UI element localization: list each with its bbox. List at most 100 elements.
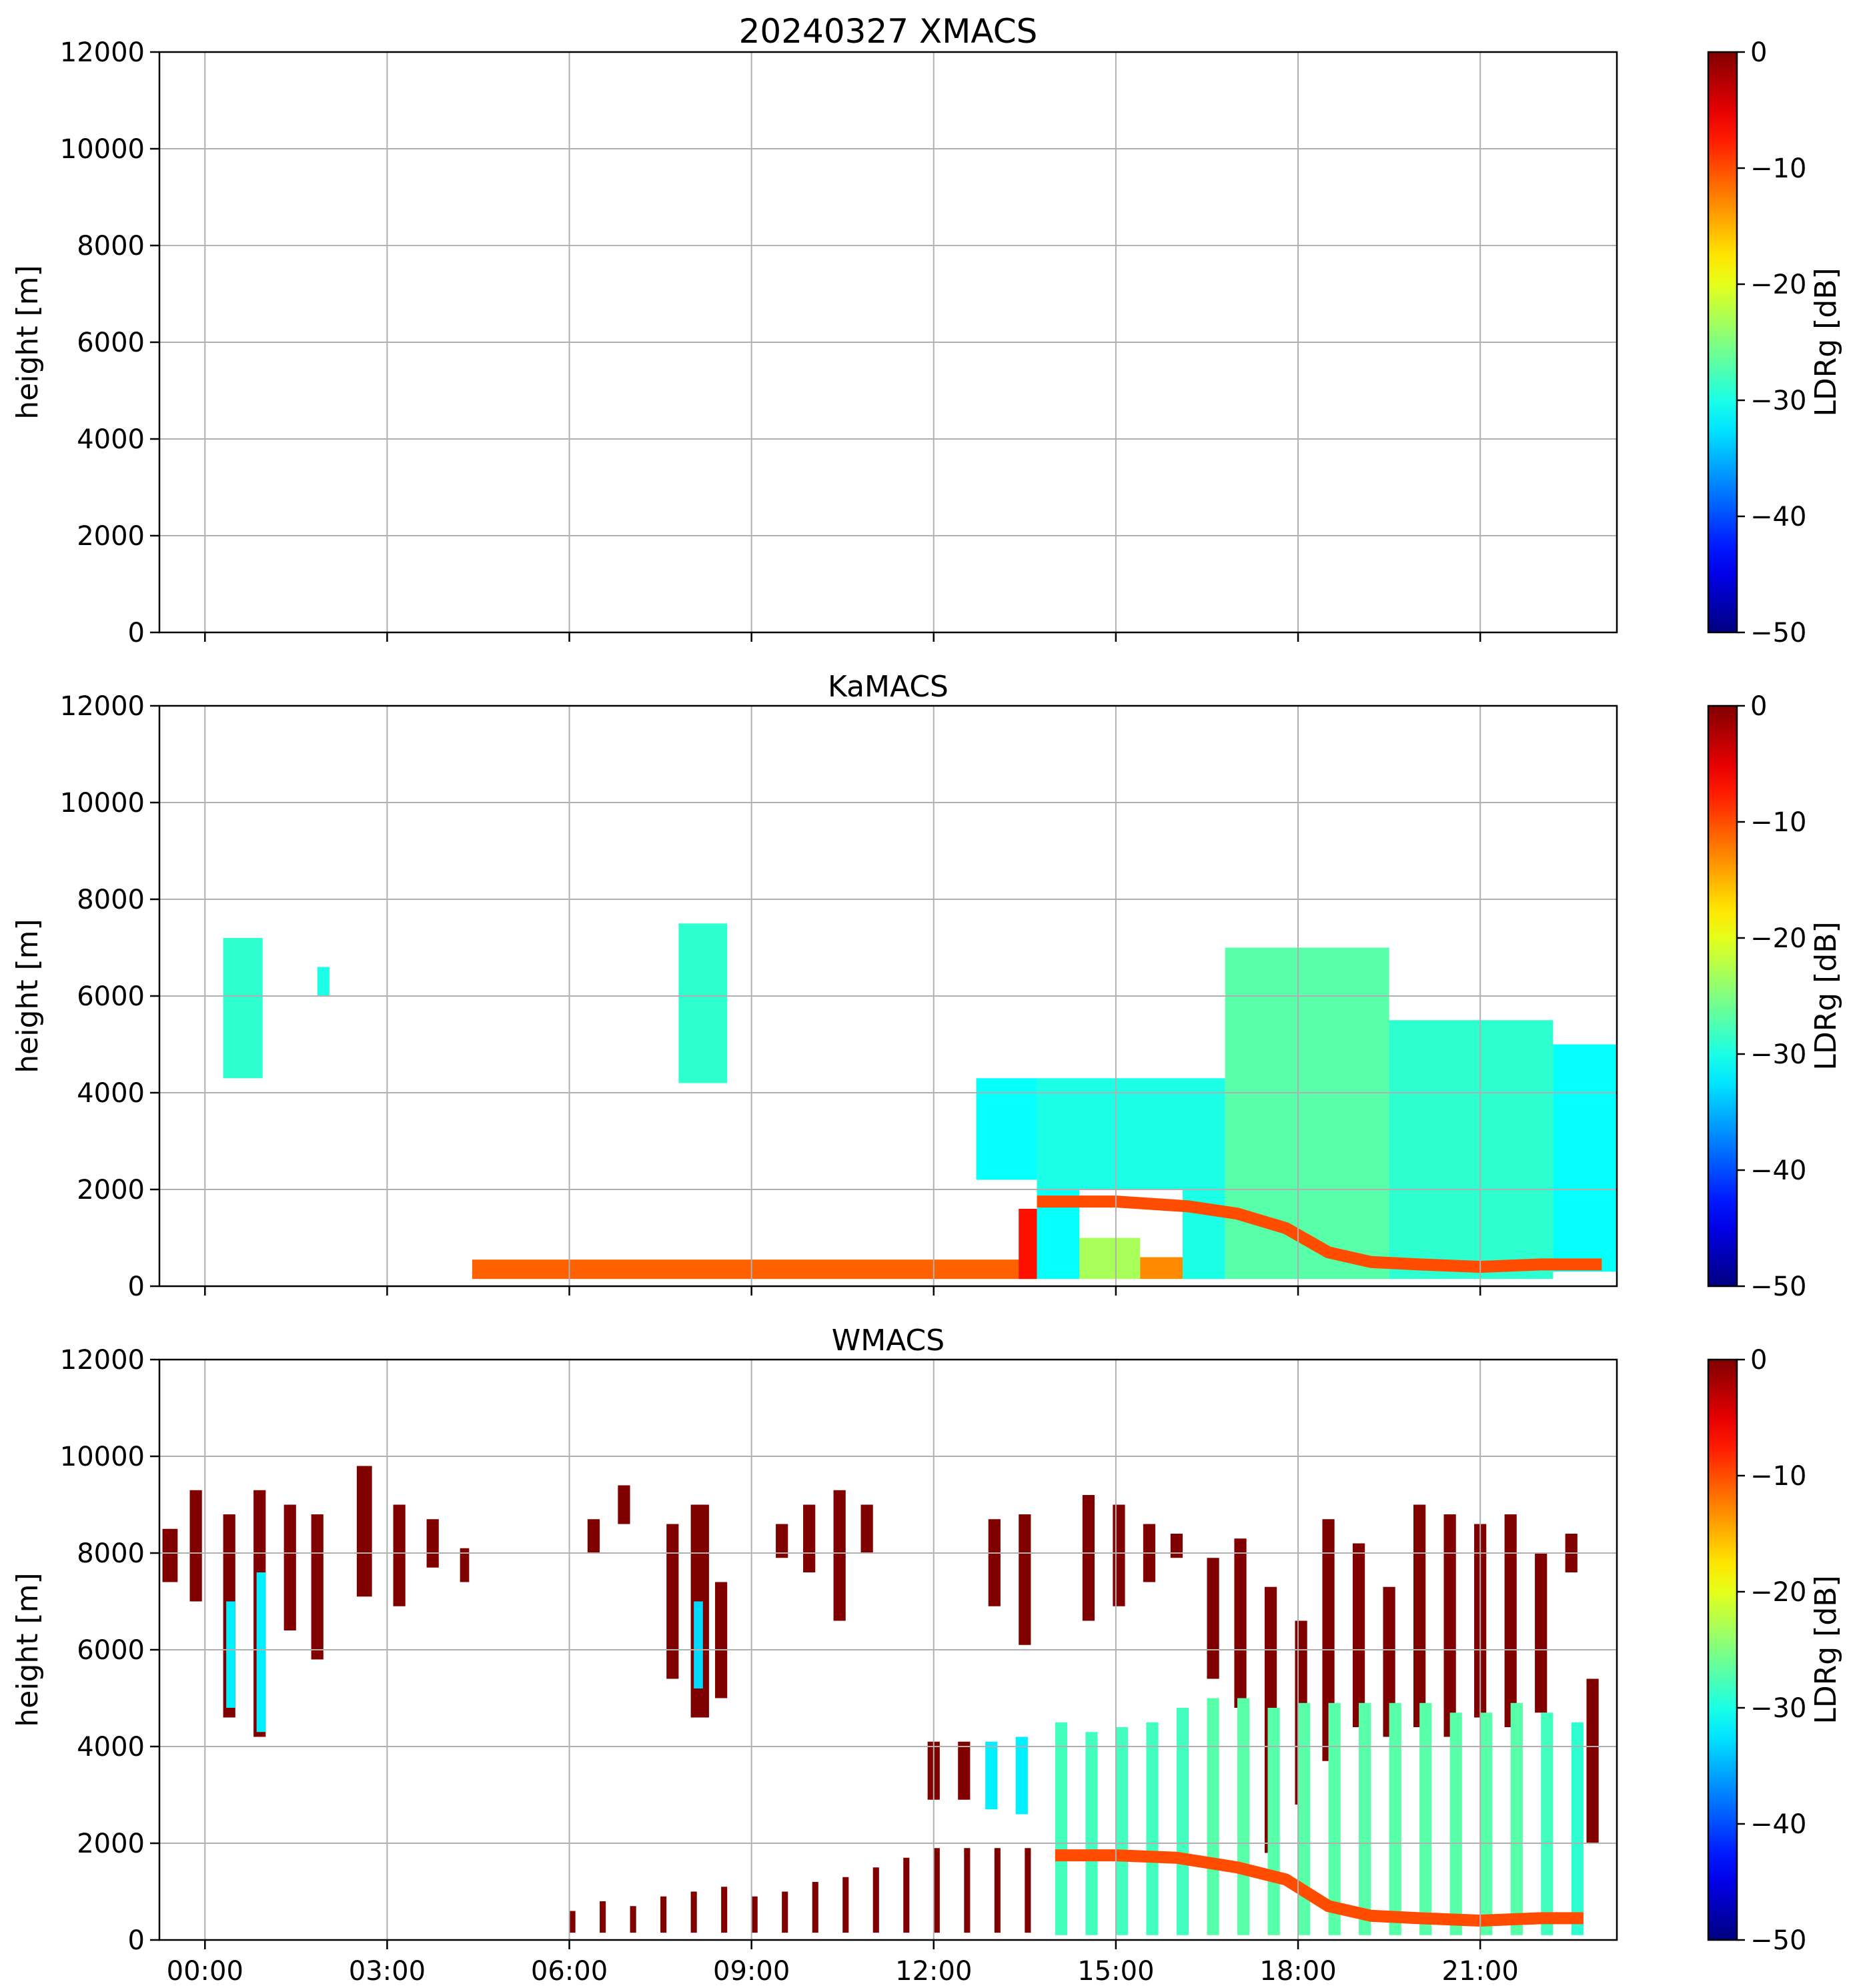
echo-cell bbox=[933, 1848, 940, 1933]
echo-cell bbox=[721, 1887, 728, 1933]
echo-cell bbox=[803, 1504, 816, 1572]
echo-cell bbox=[988, 1519, 1001, 1606]
echo-cell bbox=[812, 1882, 818, 1933]
echo-cell bbox=[460, 1548, 470, 1582]
melting-layer-band bbox=[1037, 1195, 1602, 1273]
echo-cell bbox=[985, 1741, 998, 1810]
echo-cell bbox=[472, 1260, 1037, 1280]
y-axis-label: height [m] bbox=[11, 265, 45, 419]
colorbar-label: LDRg [dB] bbox=[1809, 1575, 1843, 1724]
colorbar bbox=[1707, 51, 1738, 634]
panel-2: 0 2000 4000 6000 8000 10000 12000 KaMACS height … bbox=[11, 670, 1843, 1302]
echo-cell bbox=[1234, 1538, 1247, 1708]
panel-3: 0 2000 4000 6000 8000 10000 12000 00:00 03:00 06:… bbox=[11, 1324, 1843, 1987]
colorbar-tick-label: −20 bbox=[1750, 270, 1806, 300]
echo-cell bbox=[833, 1490, 846, 1621]
echo-cell bbox=[1015, 1736, 1028, 1815]
colorbar-tick-label: −10 bbox=[1750, 153, 1806, 184]
echo-cell bbox=[1085, 1732, 1098, 1935]
echo-cell bbox=[994, 1848, 1001, 1933]
echo-cell bbox=[256, 1572, 266, 1732]
melting-layer-band bbox=[1055, 1849, 1584, 1927]
x-tick-label: 21:00 bbox=[1442, 1956, 1519, 1987]
colorbar bbox=[1707, 1358, 1738, 1941]
colorbar bbox=[1707, 704, 1738, 1288]
y-tick-label: 8000 bbox=[77, 885, 145, 915]
y-tick-label: 10000 bbox=[60, 788, 145, 819]
colorbar-tick-label: −20 bbox=[1750, 1577, 1806, 1608]
colorbar-tick-label: 0 bbox=[1750, 1345, 1767, 1376]
y-tick-label: 8000 bbox=[77, 231, 145, 262]
y-tick-label: 10000 bbox=[60, 134, 145, 165]
echo-cell bbox=[587, 1519, 600, 1553]
echo-cell bbox=[618, 1485, 630, 1524]
echo-cell bbox=[678, 923, 728, 1083]
echo-cell bbox=[311, 1514, 324, 1660]
echo-cell bbox=[1113, 1504, 1125, 1606]
x-tick-label: 12:00 bbox=[895, 1956, 972, 1987]
y-tick-label: 12000 bbox=[60, 37, 145, 68]
echo-cell bbox=[1389, 1020, 1554, 1280]
echo-cell bbox=[1298, 1702, 1311, 1935]
echo-cell bbox=[660, 1896, 667, 1933]
y-tick-label: 2000 bbox=[77, 1175, 145, 1205]
colorbar-tick-label: −10 bbox=[1750, 1461, 1806, 1492]
echo-cell bbox=[356, 1466, 372, 1597]
echo-cell bbox=[1510, 1702, 1523, 1935]
echo-layer bbox=[162, 1466, 1599, 1935]
echo-cell bbox=[872, 1867, 879, 1933]
colorbar-tick-label: −40 bbox=[1750, 1155, 1806, 1186]
echo-cell bbox=[1225, 947, 1389, 1280]
y-tick-label: 2000 bbox=[77, 1829, 145, 1859]
y-axis-label: height [m] bbox=[11, 919, 45, 1073]
echo-cell bbox=[1037, 1078, 1225, 1189]
echo-cell bbox=[1389, 1702, 1401, 1935]
echo-cell bbox=[1541, 1712, 1554, 1935]
y-tick-label: 4000 bbox=[77, 424, 145, 455]
colorbar-tick-label: −50 bbox=[1750, 1272, 1806, 1302]
echo-cell bbox=[1413, 1504, 1426, 1727]
echo-cell bbox=[1115, 1727, 1129, 1935]
echo-layer bbox=[223, 923, 1617, 1280]
echo-cell bbox=[569, 1911, 576, 1933]
echo-cell bbox=[964, 1848, 971, 1933]
colorbar-tick-label: −40 bbox=[1750, 502, 1806, 532]
echo-cell bbox=[1170, 1534, 1183, 1558]
echo-cell bbox=[958, 1741, 971, 1800]
echo-cell bbox=[782, 1891, 788, 1933]
echo-cell bbox=[1019, 1514, 1031, 1645]
y-tick-label: 10000 bbox=[60, 1442, 145, 1472]
y-tick-label: 6000 bbox=[77, 981, 145, 1012]
y-tick-label: 12000 bbox=[60, 1345, 145, 1376]
echo-cell bbox=[666, 1524, 679, 1679]
y-tick-label: 4000 bbox=[77, 1078, 145, 1109]
echo-cell bbox=[1140, 1257, 1183, 1280]
echo-cell bbox=[976, 1078, 1037, 1180]
x-tick-label: 18:00 bbox=[1259, 1956, 1336, 1987]
colorbar-tick-label: −10 bbox=[1750, 807, 1806, 838]
y-tick-label: 6000 bbox=[77, 1635, 145, 1666]
echo-cell bbox=[1449, 1712, 1462, 1935]
echo-cell bbox=[1267, 1708, 1280, 1935]
y-tick-label: 0 bbox=[128, 1272, 145, 1302]
echo-cell bbox=[1553, 1044, 1617, 1272]
echo-cell bbox=[1480, 1712, 1493, 1935]
echo-cell bbox=[1359, 1702, 1371, 1935]
echo-cell bbox=[1146, 1722, 1159, 1935]
echo-cell bbox=[1352, 1543, 1365, 1727]
x-tick-label: 15:00 bbox=[1077, 1956, 1154, 1987]
colorbar-tick-label: −50 bbox=[1750, 618, 1806, 648]
echo-cell bbox=[1055, 1722, 1068, 1935]
echo-cell bbox=[903, 1857, 910, 1933]
panel-title: 20240327 XMACS bbox=[739, 12, 1038, 51]
echo-cell bbox=[1383, 1586, 1395, 1737]
y-tick-label: 6000 bbox=[77, 328, 145, 358]
echo-cell bbox=[776, 1524, 788, 1558]
y-tick-label: 8000 bbox=[77, 1538, 145, 1569]
echo-cell bbox=[1322, 1519, 1335, 1761]
echo-cell bbox=[630, 1906, 636, 1933]
echo-cell bbox=[1328, 1702, 1341, 1935]
y-tick-label: 2000 bbox=[77, 521, 145, 552]
echo-cell bbox=[426, 1519, 439, 1568]
echo-cell bbox=[715, 1582, 728, 1698]
